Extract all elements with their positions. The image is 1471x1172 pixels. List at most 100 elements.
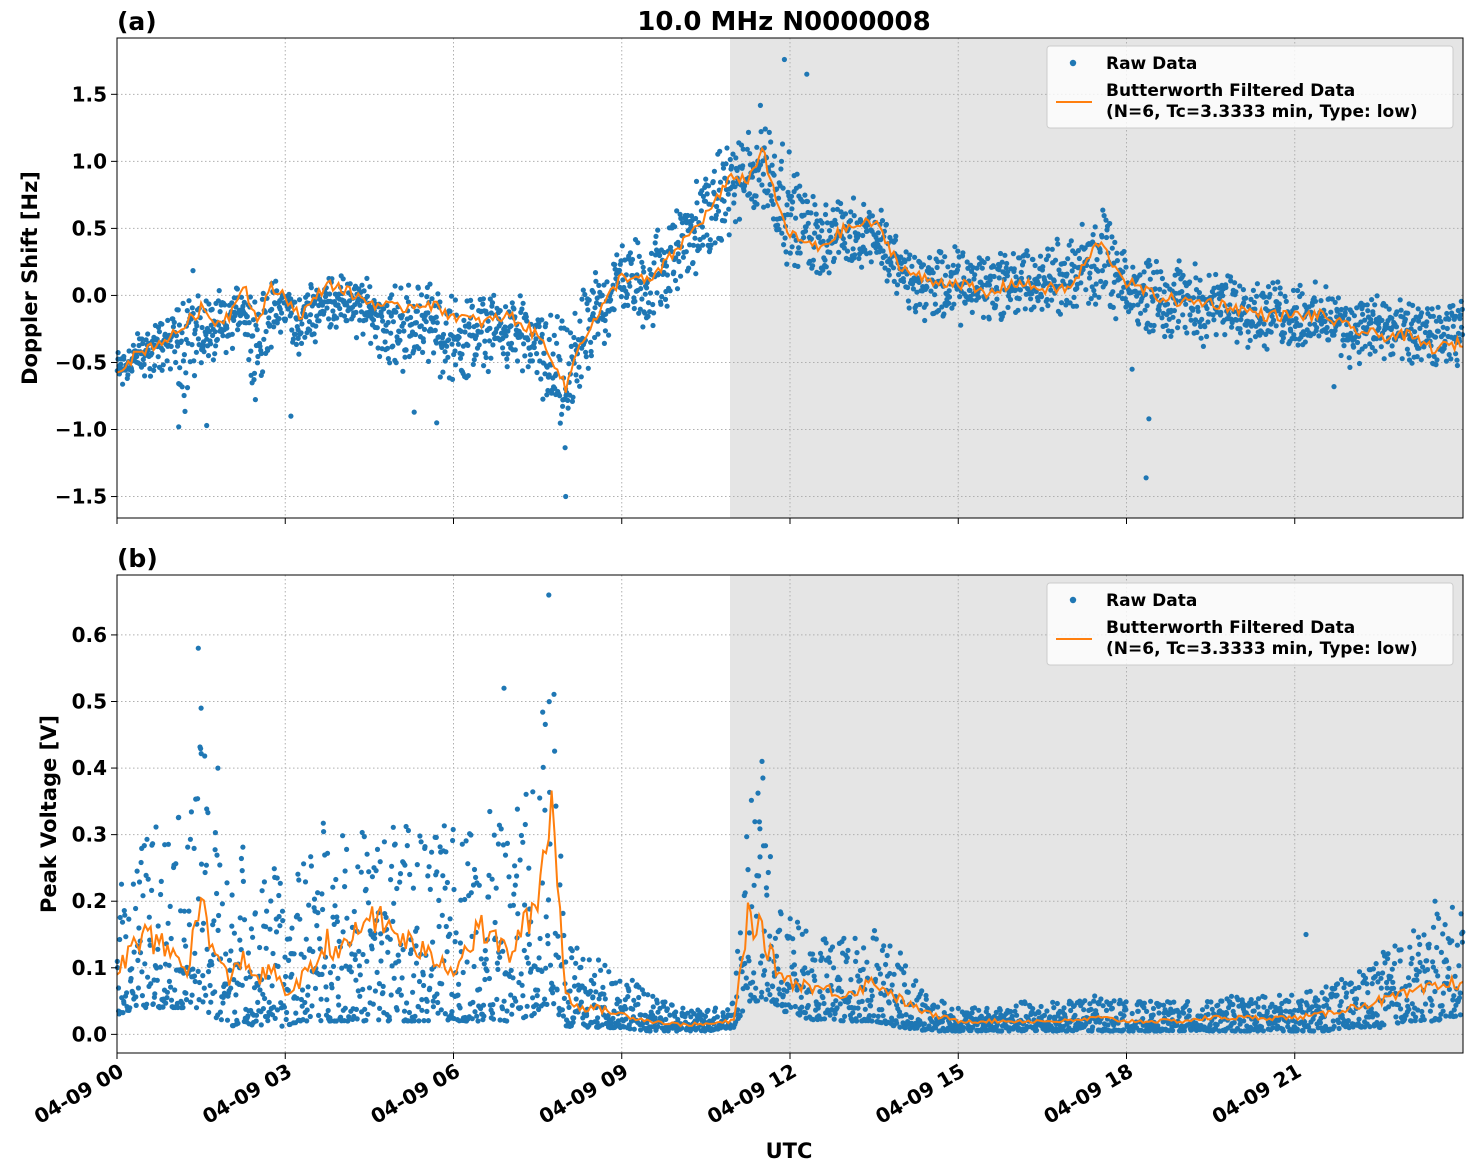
raw-data-point <box>847 218 854 224</box>
raw-data-point <box>1103 217 1109 223</box>
raw-data-point <box>1005 304 1011 310</box>
raw-data-point <box>1028 296 1034 302</box>
raw-data-point <box>879 218 886 224</box>
raw-data-point <box>389 292 395 298</box>
raw-data-point <box>518 971 524 977</box>
raw-data-point <box>418 323 424 329</box>
raw-data-point <box>464 959 470 965</box>
raw-data-point <box>139 993 145 999</box>
raw-data-point <box>390 319 396 325</box>
raw-data-point <box>1051 278 1057 284</box>
raw-data-point <box>1293 305 1300 311</box>
raw-data-point <box>1231 1020 1237 1026</box>
raw-data-point <box>1412 329 1418 335</box>
raw-data-point <box>517 293 523 299</box>
raw-data-point <box>414 862 420 868</box>
raw-data-point <box>298 340 305 346</box>
raw-data-point <box>217 862 223 868</box>
raw-data-point <box>362 1006 368 1012</box>
raw-data-point <box>786 149 792 155</box>
raw-data-point <box>570 1019 576 1025</box>
raw-data-point <box>481 961 487 967</box>
raw-data-point <box>757 162 764 168</box>
raw-data-point <box>726 232 732 238</box>
raw-data-point <box>1368 320 1374 326</box>
raw-data-point <box>1399 356 1405 362</box>
raw-data-point <box>178 338 184 344</box>
raw-data-point <box>1250 287 1256 293</box>
raw-data-point <box>778 166 784 172</box>
raw-data-point <box>324 305 330 311</box>
raw-data-point <box>165 317 171 323</box>
raw-data-point <box>1433 362 1439 368</box>
raw-data-point <box>248 926 254 932</box>
raw-data-point <box>1135 1008 1141 1014</box>
y-tick-label: 0.0 <box>72 283 107 307</box>
raw-data-point <box>1066 242 1072 248</box>
raw-data-point <box>251 377 257 383</box>
raw-data-point <box>212 830 218 836</box>
raw-data-point <box>437 299 443 305</box>
raw-data-point <box>1293 316 1299 322</box>
raw-data-point <box>788 193 795 199</box>
y-tick-label: 1.5 <box>72 82 107 106</box>
raw-data-point <box>217 309 223 315</box>
raw-data-point <box>223 349 229 356</box>
raw-data-point <box>702 1013 709 1020</box>
raw-data-point <box>754 144 760 150</box>
raw-data-point <box>1238 317 1244 323</box>
raw-data-point <box>939 304 945 310</box>
raw-data-point <box>272 1015 278 1022</box>
raw-data-point <box>289 925 295 931</box>
raw-data-point <box>208 341 214 347</box>
raw-data-point <box>1187 312 1193 318</box>
raw-data-point <box>438 1007 444 1013</box>
raw-data-point <box>571 334 577 341</box>
raw-data-point <box>200 973 206 979</box>
raw-data-point <box>437 374 443 380</box>
raw-data-point <box>220 1000 226 1006</box>
raw-data-point <box>652 240 658 246</box>
raw-data-point <box>708 242 714 248</box>
raw-data-point <box>557 357 563 363</box>
raw-data-point <box>1013 274 1019 280</box>
raw-data-point <box>129 368 135 374</box>
raw-data-point <box>1092 993 1098 999</box>
raw-data-point <box>203 862 209 868</box>
raw-data-point <box>172 349 178 355</box>
raw-data-point <box>216 288 222 294</box>
raw-data-point <box>324 850 331 856</box>
raw-data-point <box>727 156 733 163</box>
raw-data-point <box>877 245 883 251</box>
raw-data-point <box>1424 306 1431 312</box>
raw-data-point <box>522 353 528 359</box>
raw-data-point <box>476 882 482 888</box>
raw-data-point <box>1299 291 1305 297</box>
raw-data-point <box>450 826 456 833</box>
raw-data-point <box>264 908 270 914</box>
raw-data-point <box>372 334 379 340</box>
raw-data-point <box>763 996 769 1002</box>
raw-data-point <box>202 869 208 876</box>
raw-data-point <box>550 990 556 996</box>
raw-data-point <box>526 941 533 948</box>
raw-data-point <box>1025 253 1031 259</box>
raw-data-point <box>753 193 759 199</box>
raw-data-point <box>1450 323 1456 329</box>
raw-data-point <box>580 287 586 293</box>
raw-data-point <box>997 250 1004 257</box>
raw-data-point <box>286 291 292 297</box>
raw-data-point <box>991 264 997 270</box>
raw-data-point <box>1021 259 1027 265</box>
raw-data-point <box>489 1010 496 1016</box>
raw-data-point <box>640 264 646 270</box>
raw-data-point <box>573 996 579 1002</box>
raw-data-point <box>401 1008 408 1014</box>
raw-data-point <box>886 267 892 273</box>
raw-data-point <box>601 991 607 997</box>
raw-data-point <box>465 373 471 379</box>
raw-data-point <box>715 208 722 214</box>
raw-data-point <box>778 158 785 164</box>
raw-data-point <box>1204 1004 1210 1010</box>
raw-data-point <box>139 336 145 342</box>
